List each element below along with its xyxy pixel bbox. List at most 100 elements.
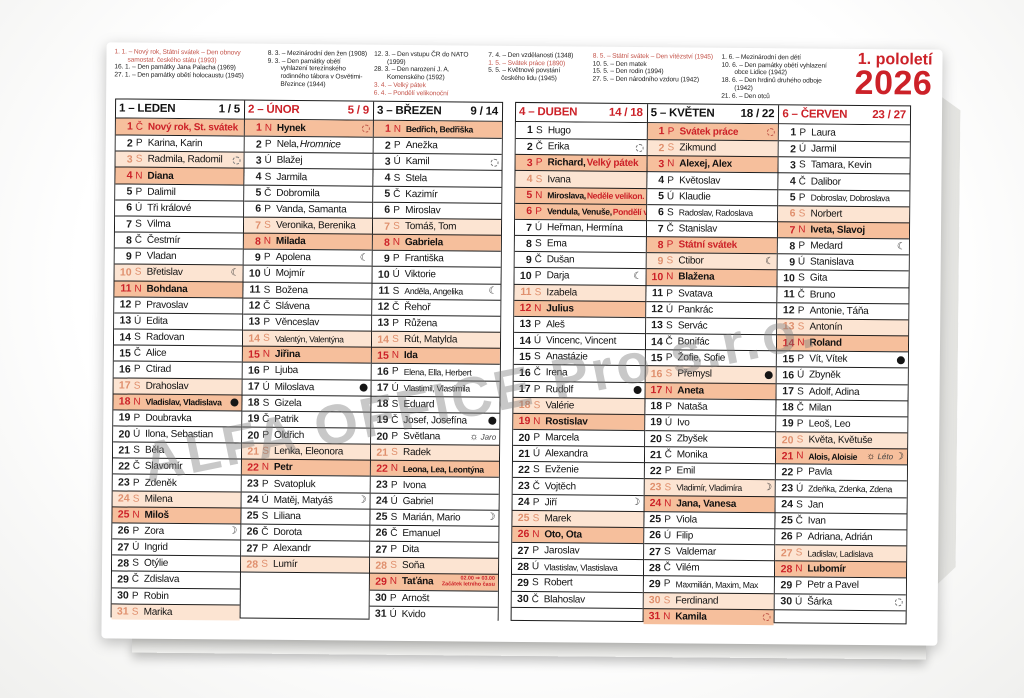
calendar-title: 1. pololetí 2026 <box>824 51 932 103</box>
day-number: 29 <box>648 578 661 591</box>
weekday-letter: Ú <box>531 561 540 573</box>
name-day: Ema <box>546 238 567 250</box>
row-icons <box>361 124 370 133</box>
name-day: Miroslav <box>405 204 441 217</box>
day-number: 8 <box>254 235 261 248</box>
weekday-letter: Č <box>392 301 400 313</box>
day-number: 24 <box>375 494 388 508</box>
weekday-letter: S <box>663 546 671 558</box>
day-number: 9 <box>125 250 132 263</box>
day-number: 20 <box>376 430 389 443</box>
day-row: 16 P Ctirad <box>113 360 242 379</box>
name-day: Stanislav <box>678 223 718 235</box>
name-day: Erika <box>547 141 570 153</box>
weekday-letter: S <box>798 272 805 284</box>
month-title: 1 – LEDEN <box>118 102 176 115</box>
weekday-letter: S <box>391 447 398 459</box>
weekday-letter: N <box>667 158 675 170</box>
note-block-3: 12. 3. – Den vstupu ČR do NATO (1999) 28.… <box>374 51 482 98</box>
note-block-5: 8. 5. – Státní svátek – Den vítězství (1… <box>592 53 714 100</box>
day-row: 28 N Lubomír <box>775 560 907 578</box>
day-row: 29 P Maxmilián, Maxim, Max <box>643 575 775 593</box>
day-number: 14 <box>650 335 663 348</box>
weekday-letter: P <box>664 514 672 526</box>
day-row: 28 S Otýlie <box>112 554 241 572</box>
weekday-letter: S <box>533 399 541 411</box>
name-day: Kamil <box>405 156 430 168</box>
day-row: 2 P Nela, Hromnice <box>244 135 373 154</box>
day-row: 7 N Iveta, Slavoj <box>778 221 910 239</box>
row-icons <box>488 417 497 426</box>
day-number: 11 <box>249 283 261 296</box>
day-number: 25 <box>246 509 259 523</box>
name-day: Nela, <box>276 139 299 151</box>
day-number: 16 <box>119 363 131 376</box>
weekday-letter: P <box>665 352 673 364</box>
month-week-numbers: 18 / 22 <box>740 107 775 121</box>
day-row: 5 P Dalimil <box>115 183 244 201</box>
day-row: 21 Ú Alexandra <box>512 445 644 463</box>
name-day: Vojtěch <box>544 480 576 492</box>
name-day: Slávena <box>275 300 310 312</box>
name-day: Antonín <box>809 321 843 333</box>
month-title: 2 – ÚNOR <box>247 103 300 117</box>
weekday-letter: Ú <box>133 428 141 440</box>
weekday-letter: N <box>133 396 141 408</box>
weekday-letter: Č <box>264 187 272 199</box>
weekday-letter: N <box>392 237 401 249</box>
day-number: 31 <box>648 610 661 623</box>
day-number: 11 <box>651 287 664 300</box>
day-row: 24 Ú Matěj, Matyáš ☽ <box>241 491 370 509</box>
day-row: 5 P Dobroslav, Dobroslava <box>778 188 910 207</box>
day-number: 25 <box>781 514 793 527</box>
name-day: Věnceslav <box>275 316 320 329</box>
day-row: 24 S Milena <box>112 490 241 508</box>
weekday-letter: S <box>132 493 140 505</box>
weekday-letter: Č <box>135 121 144 133</box>
day-number: 6 <box>384 204 391 217</box>
weekday-letter: P <box>534 270 542 282</box>
weekday-letter: Ú <box>390 495 398 507</box>
day-number: 23 <box>649 481 662 494</box>
weekday-letter: P <box>389 592 397 604</box>
row-icons: 02.00 ⇒ 03.00 Začátek letního času <box>442 576 495 589</box>
day-row: 14 N Roland <box>777 334 909 352</box>
month-column-2: 2 – ÚNOR 5 / 9 1 N Hynek 2 P Nela, Hromnice 3 Ú Bla… <box>239 100 374 619</box>
name-day: Medard <box>810 240 843 252</box>
day-row: 11 Č Bruno <box>777 285 909 304</box>
name-day: Vincenc, Vincent <box>545 335 617 347</box>
day-row: 25 N Miloš <box>112 506 241 524</box>
day-number: 8 <box>383 236 390 249</box>
day-number: 16 <box>248 364 260 377</box>
day-row: 14 S Valentýn, Valentýna <box>242 329 372 347</box>
day-number: 12 <box>651 303 664 316</box>
day-number: 10 <box>519 269 532 283</box>
day-number: 12 <box>119 298 132 311</box>
weekday-letter: N <box>666 271 674 283</box>
weekday-letter: N <box>134 283 142 295</box>
name-day: Leoš, Leo <box>808 418 851 430</box>
weekday-letter: N <box>796 450 804 462</box>
weekday-letter: Ú <box>533 335 542 347</box>
day-row: 17 Ú Vlastimil, Vlastimila <box>371 379 500 397</box>
day-row: 4 S Jarmila <box>244 168 373 186</box>
day-number: 17 <box>118 379 131 392</box>
row-icons <box>762 613 772 622</box>
day-number: 18 <box>118 395 131 408</box>
day-number: 29 <box>517 576 529 590</box>
day-number: 15 <box>377 349 389 362</box>
weekday-letter: N <box>795 563 803 575</box>
name-day: Jarmila <box>276 171 307 183</box>
name-day: Darja <box>546 270 570 282</box>
weekday-letter: Ú <box>534 222 543 234</box>
day-number: 5 <box>789 191 796 204</box>
name-day: Gita <box>809 272 828 285</box>
day-number: 15 <box>650 351 663 364</box>
day-row: 13 P Aleš <box>514 315 645 334</box>
name-day: Františka <box>404 253 444 265</box>
weekday-letter: S <box>532 512 540 524</box>
name-day: Jiřina <box>274 349 301 361</box>
name-day: Tři králové <box>147 202 192 214</box>
day-row: 18 Č Milan <box>776 398 908 417</box>
day-number: 31 <box>374 607 387 621</box>
